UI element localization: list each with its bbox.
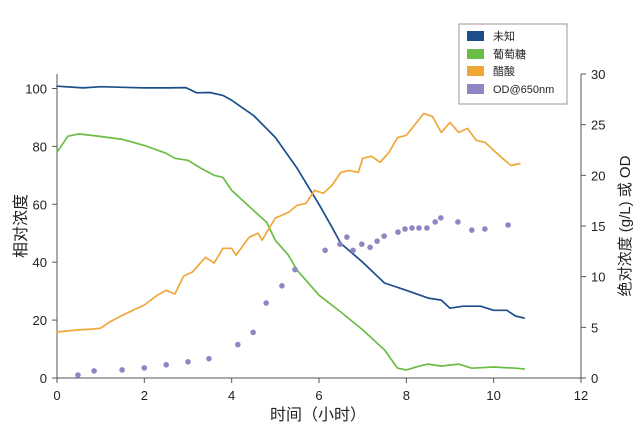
x-tick-label: 6 [315, 388, 322, 403]
od650-point [424, 225, 430, 231]
od650-point [235, 341, 241, 348]
right-y-axis-ticks: 0 5 10 15 20 25 30 [581, 67, 605, 386]
od650-point [505, 222, 511, 228]
od650-point [374, 238, 380, 244]
left-y-axis-ticks: 0 20 40 60 80 100 [25, 81, 57, 386]
legend-swatch-od650 [467, 84, 484, 94]
left-y-tick-label: 80 [33, 139, 47, 154]
right-y-tick-label: 15 [591, 219, 605, 234]
right-y-tick-label: 5 [591, 320, 598, 335]
legend-entry-acetic-acid: 醋酸 [467, 64, 515, 78]
right-y-tick-label: 25 [591, 118, 605, 133]
legend-label-glucose: 葡萄糖 [493, 47, 526, 61]
od650-points [75, 215, 511, 378]
od650-point [292, 266, 298, 273]
acetic-acid-line [56, 112, 521, 333]
legend-entry-unknown: 未知 [467, 29, 515, 43]
unknown-line [56, 85, 526, 319]
right-y-tick-label: 0 [591, 371, 598, 386]
od650-point [409, 225, 415, 231]
od650-point [482, 226, 488, 232]
legend-swatch-glucose [467, 49, 484, 59]
right-y-tick-label: 20 [591, 168, 605, 183]
left-y-tick-label: 0 [40, 371, 47, 386]
od650-point [322, 247, 328, 254]
left-y-tick-label: 100 [25, 81, 47, 96]
od650-point [469, 227, 475, 233]
left-y-tick-label: 40 [33, 255, 47, 270]
od650-point [250, 329, 256, 336]
legend-entry-od650: OD@650nm [467, 84, 554, 96]
od650-point [141, 365, 148, 371]
od650-point [279, 283, 285, 289]
right-y-tick-label: 30 [591, 67, 605, 82]
od650-point [91, 368, 97, 374]
od650-point [381, 233, 387, 239]
x-axis-ticks: 0 2 4 6 8 10 12 [53, 378, 588, 403]
od650-point [163, 362, 169, 368]
legend-entry-glucose: 葡萄糖 [467, 47, 526, 61]
od650-point [432, 219, 439, 225]
od650-point [337, 241, 343, 247]
od650-point [75, 372, 81, 378]
x-tick-label: 0 [53, 388, 60, 403]
od650-point [344, 234, 350, 240]
od650-point [206, 355, 212, 362]
x-axis-title: 时间（小时） [270, 406, 366, 424]
od650-point [367, 244, 373, 251]
x-tick-label: 8 [403, 388, 410, 403]
x-tick-label: 10 [486, 388, 500, 403]
legend-label-acetic-acid: 醋酸 [493, 64, 515, 78]
legend-swatch-unknown [467, 31, 484, 41]
od650-point [416, 225, 422, 231]
od650-point [185, 359, 191, 365]
left-y-axis-title: 相对浓度 [12, 194, 30, 258]
right-y-axis-title: 绝对浓度 (g/L) 或 OD [617, 155, 634, 296]
od650-point [455, 219, 461, 225]
legend-label-unknown: 未知 [493, 29, 515, 43]
od650-point [350, 247, 356, 254]
legend-swatch-acetic-acid [467, 66, 484, 76]
x-tick-label: 12 [574, 388, 588, 403]
od650-point [438, 215, 444, 221]
legend-label-od650: OD@650nm [493, 84, 554, 96]
series-layer [56, 85, 526, 378]
od650-point [395, 229, 401, 235]
x-tick-label: 4 [228, 388, 235, 403]
axes [56, 74, 582, 379]
od650-point [119, 367, 125, 373]
od650-point [359, 241, 365, 247]
glucose-line [56, 133, 526, 371]
legend: 未知 葡萄糖 醋酸 OD@650nm [458, 23, 568, 105]
od650-point [402, 226, 408, 232]
left-y-tick-label: 20 [33, 313, 47, 328]
od650-point [263, 300, 270, 306]
right-y-tick-label: 10 [591, 270, 605, 285]
x-tick-label: 2 [141, 388, 148, 403]
left-y-tick-label: 60 [33, 197, 47, 212]
